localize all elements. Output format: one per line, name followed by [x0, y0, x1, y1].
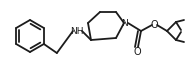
Text: NH: NH — [70, 26, 84, 35]
Text: N: N — [121, 18, 127, 28]
Text: O: O — [150, 20, 158, 30]
Text: O: O — [133, 47, 141, 57]
